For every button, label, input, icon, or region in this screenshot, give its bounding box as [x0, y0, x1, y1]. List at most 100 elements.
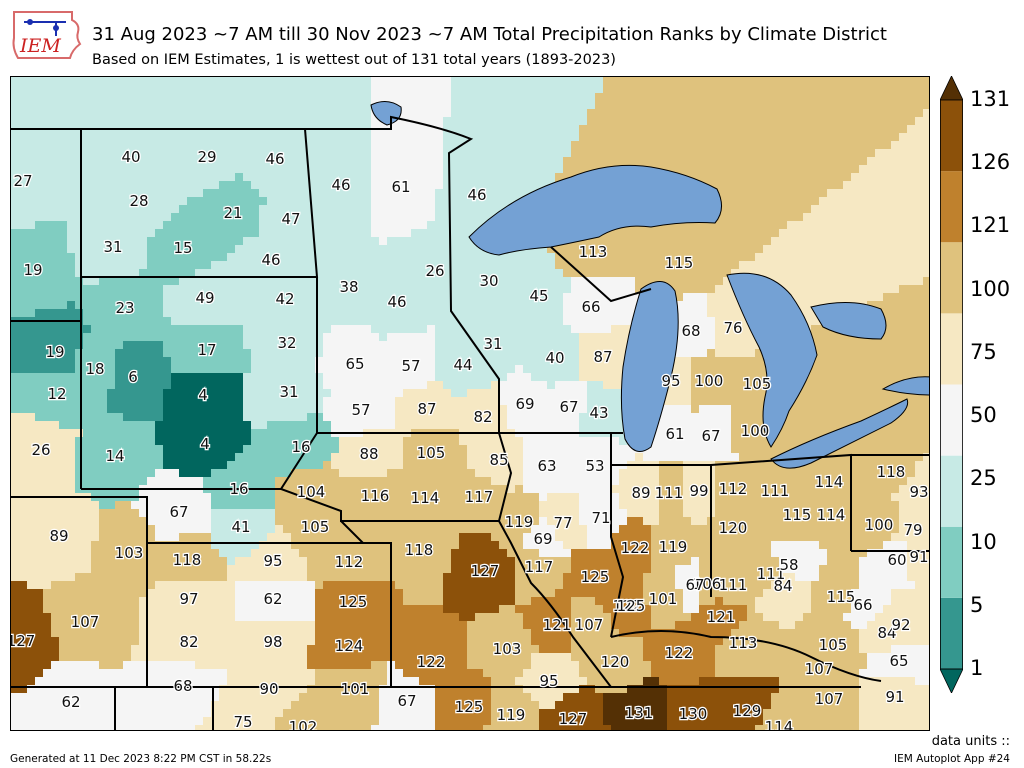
district-cell	[891, 157, 899, 165]
district-cell	[275, 301, 283, 309]
district-cell	[347, 133, 355, 141]
district-cell	[883, 205, 891, 213]
district-cell	[579, 333, 587, 341]
district-cell	[891, 253, 899, 261]
district-cell	[67, 85, 75, 93]
district-cell	[747, 133, 755, 141]
district-cell	[619, 261, 627, 269]
district-cell	[683, 365, 691, 373]
district-cell	[875, 125, 883, 133]
district-cell	[683, 285, 691, 293]
district-cell	[667, 277, 675, 285]
district-cell	[443, 77, 451, 85]
district-cell	[171, 173, 179, 181]
district-cell	[707, 141, 715, 149]
district-cell	[723, 125, 731, 133]
district-cell	[731, 309, 739, 317]
district-cell	[571, 125, 579, 133]
district-cell	[339, 341, 347, 349]
district-cell	[899, 269, 907, 277]
district-cell	[227, 237, 235, 245]
district-cell	[699, 109, 707, 117]
district-cell	[451, 77, 459, 85]
district-cell	[315, 261, 323, 269]
district-cell	[819, 357, 827, 365]
district-cell	[867, 245, 875, 253]
district-cell	[475, 149, 483, 157]
district-cell	[811, 213, 819, 221]
district-cell	[227, 205, 235, 213]
district-cell	[523, 133, 531, 141]
district-cell	[323, 285, 331, 293]
district-cell	[483, 389, 491, 397]
district-cell	[923, 325, 929, 333]
district-cell	[363, 405, 371, 413]
district-cell	[243, 189, 251, 197]
district-cell	[867, 101, 875, 109]
district-cell	[475, 293, 483, 301]
district-cell	[131, 149, 139, 157]
district-cell	[643, 101, 651, 109]
district-cell	[307, 269, 315, 277]
district-cell	[299, 117, 307, 125]
district-cell	[795, 405, 803, 413]
district-cell	[379, 381, 387, 389]
district-cell	[539, 317, 547, 325]
district-cell	[731, 253, 739, 261]
district-cell	[899, 77, 907, 85]
district-cell	[355, 309, 363, 317]
district-cell	[923, 317, 929, 325]
district-cell	[771, 77, 779, 85]
district-cell	[603, 333, 611, 341]
district-cell	[707, 389, 715, 397]
district-cell	[763, 181, 771, 189]
district-cell	[787, 229, 795, 237]
district-cell	[835, 397, 843, 405]
district-cell	[787, 125, 795, 133]
district-cell	[427, 341, 435, 349]
district-cell	[403, 213, 411, 221]
district-cell	[547, 413, 555, 421]
district-cell	[811, 301, 819, 309]
district-cell	[11, 341, 19, 349]
district-cell	[563, 301, 571, 309]
district-cell	[451, 213, 459, 221]
district-cell	[619, 93, 627, 101]
district-cell	[379, 77, 387, 85]
district-cell	[419, 373, 427, 381]
district-cell	[115, 189, 123, 197]
district-cell	[675, 357, 683, 365]
district-cell	[443, 149, 451, 157]
district-cell	[707, 269, 715, 277]
district-cell	[683, 229, 691, 237]
district-cell	[235, 309, 243, 317]
district-cell	[739, 245, 747, 253]
district-cell	[267, 189, 275, 197]
district-cell	[835, 389, 843, 397]
district-cell	[747, 165, 755, 173]
district-cell	[355, 205, 363, 213]
district-cell	[891, 77, 899, 85]
district-cell	[467, 341, 475, 349]
district-cell	[587, 277, 595, 285]
district-cell	[315, 229, 323, 237]
district-cell	[467, 109, 475, 117]
district-cell	[219, 157, 227, 165]
district-cell	[163, 381, 171, 389]
district-cell	[147, 165, 155, 173]
district-cell	[867, 349, 875, 357]
district-cell	[283, 301, 291, 309]
district-cell	[531, 389, 539, 397]
district-cell	[835, 213, 843, 221]
district-cell	[747, 93, 755, 101]
district-cell	[419, 389, 427, 397]
district-cell	[171, 381, 179, 389]
district-cell	[307, 181, 315, 189]
district-cell	[27, 349, 35, 357]
district-cell	[723, 133, 731, 141]
district-cell	[747, 125, 755, 133]
district-cell	[483, 205, 491, 213]
district-cell	[851, 413, 859, 421]
district-cell	[811, 125, 819, 133]
district-cell	[779, 125, 787, 133]
